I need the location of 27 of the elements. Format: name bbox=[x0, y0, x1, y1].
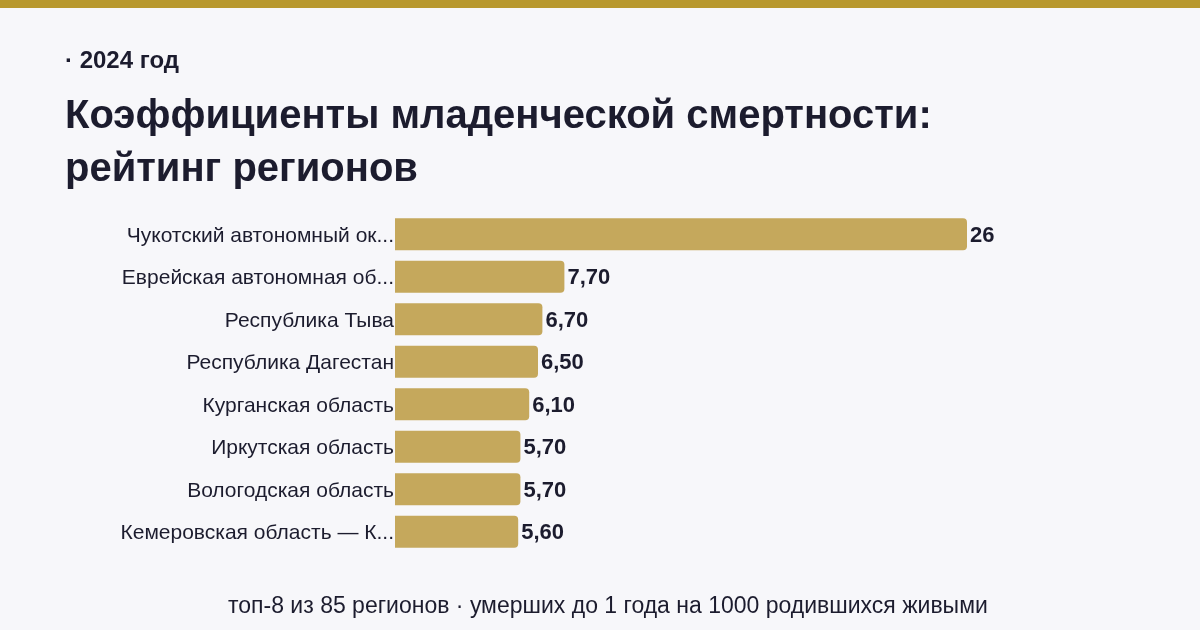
data-label: 5,70 bbox=[523, 434, 567, 460]
y-tick-label: Вологодская область bbox=[187, 477, 395, 501]
bar bbox=[395, 515, 519, 548]
bar bbox=[395, 303, 543, 336]
y-tick-label: Еврейская автономная об... bbox=[121, 265, 394, 289]
text: · 2024 год bbox=[65, 46, 179, 74]
bar bbox=[395, 345, 538, 378]
chart-title: Коэффициенты младенческой смертности: рейтинг регионов bbox=[65, 91, 933, 191]
bar bbox=[395, 218, 967, 251]
data-label: 5,60 bbox=[521, 519, 565, 545]
y-tick-label: Республика Тыва bbox=[224, 307, 395, 331]
bar bbox=[395, 260, 565, 293]
bar bbox=[395, 473, 521, 506]
data-label: 6,50 bbox=[541, 349, 584, 375]
y-tick-label: Республика Дагестан bbox=[186, 350, 394, 374]
data-label: 6,10 bbox=[532, 391, 576, 417]
bar bbox=[395, 388, 530, 421]
data-label: 5,70 bbox=[523, 476, 567, 502]
y-tick-label: Иркутская область bbox=[211, 435, 395, 459]
data-label: 6,70 bbox=[545, 306, 589, 332]
data-label: 26 bbox=[970, 221, 995, 247]
bar bbox=[395, 430, 521, 463]
y-tick-label: Кемеровская область — К... bbox=[120, 520, 394, 544]
y-tick-label: Курганская область bbox=[202, 392, 395, 416]
text: топ-8 из 85 регионов · умерших до 1 года на 1000 родившихся живыми bbox=[228, 592, 988, 619]
data-label: 7,70 bbox=[567, 264, 611, 290]
y-tick-label: Чукотский автономный ок... bbox=[126, 222, 394, 246]
